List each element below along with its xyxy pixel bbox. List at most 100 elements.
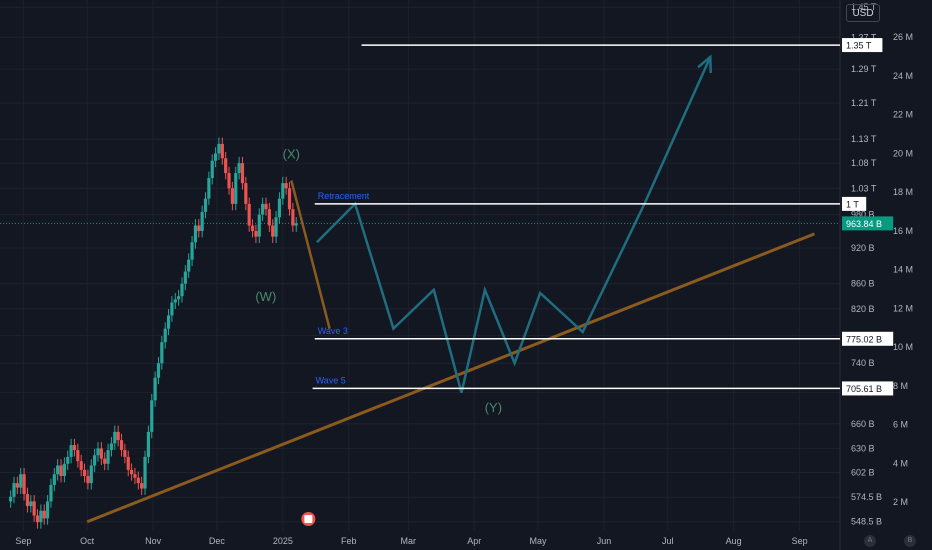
level-axis-tag (842, 196, 867, 211)
volume-tick-label: 10 M (893, 342, 913, 352)
candle-body (166, 315, 171, 329)
log-scale-button[interactable]: B (904, 535, 916, 547)
candle-body (29, 501, 33, 507)
volume-tick-label: 22 M (893, 110, 913, 120)
level-axis-label: 1 T (846, 199, 859, 209)
candle-body (69, 445, 73, 457)
time-tick-label: Apr (467, 536, 481, 546)
candle-body (109, 443, 114, 451)
last-price-label: 963.84 B (846, 219, 882, 229)
candle-body (183, 271, 187, 284)
price-tick-label: 602 B (851, 467, 875, 477)
candle-body (177, 296, 181, 300)
candle-body (163, 328, 167, 343)
candle-body (113, 431, 117, 444)
candle-body (213, 153, 218, 161)
candle-body (234, 173, 238, 204)
candle-body (79, 461, 83, 470)
volume-tick-label: 18 M (893, 187, 913, 197)
candle-body (39, 510, 43, 523)
candle-body (193, 225, 198, 243)
candle-body (52, 474, 56, 485)
candle-body (129, 469, 134, 475)
candle-body (103, 458, 107, 464)
candle-body (146, 431, 150, 457)
candle-body (35, 515, 40, 523)
candle-body (197, 225, 201, 232)
candle-body (291, 209, 295, 226)
projection-path (316, 56, 712, 394)
price-tick-label: 548.5 B (851, 517, 882, 527)
candle-body (237, 163, 241, 174)
auto-scale-button[interactable]: A (864, 535, 876, 547)
volume-tick-label: 8 M (893, 381, 908, 391)
volume-tick-label: 20 M (893, 148, 913, 158)
candle-body (25, 494, 30, 507)
candle-body (264, 203, 268, 210)
price-tick-label: 1.08 T (851, 158, 877, 168)
time-tick-label: Jun (597, 536, 612, 546)
candle-body (62, 463, 66, 477)
candle-body (150, 400, 154, 432)
price-tick-label: 1.45 T (851, 2, 877, 12)
candle-body (284, 183, 288, 189)
candle-body (294, 223, 298, 226)
candle-body (86, 476, 90, 484)
wave-label: (Y) (485, 400, 502, 415)
candle-body (274, 217, 278, 237)
candle-body (267, 209, 271, 226)
price-tick-label: 920 B (851, 243, 875, 253)
volume-tick-label: 16 M (893, 226, 913, 236)
volume-tick-label: 14 M (893, 265, 913, 275)
candle-body (244, 183, 248, 204)
candle-body (136, 477, 140, 484)
candle-body (160, 342, 164, 364)
candle-body (133, 474, 137, 478)
candle-body (224, 158, 228, 174)
candle-body (180, 283, 184, 297)
candle-body (187, 259, 191, 272)
candle-body (203, 198, 208, 212)
price-tick-label: 630 B (851, 443, 875, 453)
time-tick-label: Jul (662, 536, 674, 546)
volume-tick-label: 24 M (893, 71, 913, 81)
time-tick-label: May (530, 536, 548, 546)
grid-lines (0, 0, 840, 530)
wave-label: (W) (255, 289, 276, 304)
candle-body (45, 501, 50, 519)
candle-body (12, 483, 16, 497)
candle-body (22, 474, 26, 495)
level-axis-tag (842, 38, 883, 53)
price-tick-label: 1.29 T (851, 64, 877, 74)
level-axis-label: 1.35 T (846, 41, 872, 51)
candle-body (56, 465, 60, 475)
candle-body (257, 214, 261, 237)
level-annotation: Wave 3 (318, 326, 348, 336)
candle-body (119, 440, 124, 451)
wave-drop-line (290, 180, 331, 329)
candle-body (49, 484, 53, 502)
candle-body (116, 431, 120, 441)
level-axis-label: 705.61 B (846, 384, 882, 394)
earnings-marker-glyph (304, 515, 313, 523)
candle-body (200, 211, 204, 232)
candle-body (99, 448, 103, 459)
candle-body (220, 143, 224, 159)
price-tick-label: 980 B (851, 210, 875, 220)
candle-body (140, 483, 144, 489)
candle-body (254, 231, 258, 237)
candle-body (217, 143, 221, 154)
candle-body (15, 483, 19, 488)
volume-tick-label: 26 M (893, 32, 913, 42)
candle-body (261, 203, 265, 215)
support-trendline (86, 232, 816, 524)
candle-body (96, 448, 100, 456)
candle-body (32, 501, 36, 516)
volume-tick-label: 12 M (893, 303, 913, 313)
last-price-tag (842, 216, 894, 231)
price-tick-label: 1.21 T (851, 98, 877, 108)
time-tick-label: Oct (80, 536, 95, 546)
currency-button[interactable]: USD (846, 4, 880, 22)
